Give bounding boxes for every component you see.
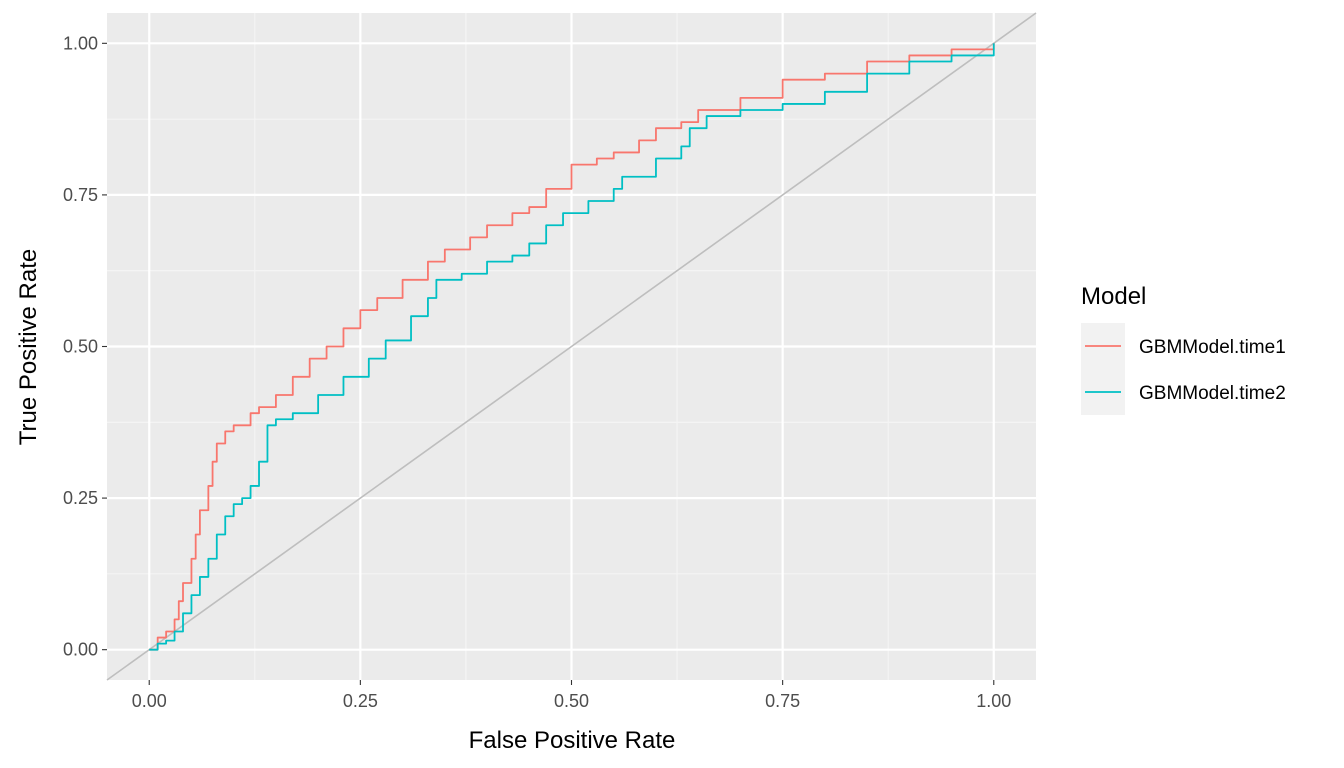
legend-items: GBMModel.time1 GBMModel.time2 (1081, 323, 1286, 415)
reference-diagonal (106, 12, 1037, 681)
y-tick-label: 0.50 (63, 337, 98, 357)
series-line-gbmmodel-time2 (149, 43, 995, 651)
legend-label: GBMModel.time1 (1139, 337, 1286, 358)
y-tick-label: 0.00 (63, 640, 98, 660)
series-layer (149, 43, 995, 651)
x-tick-label: 0.00 (132, 691, 167, 711)
x-axis-title: False Positive Rate (469, 727, 676, 754)
y-tick-label: 0.25 (63, 488, 98, 508)
x-tick-label: 1.00 (976, 691, 1011, 711)
y-tick-label: 0.75 (63, 185, 98, 205)
x-tick-label: 0.75 (765, 691, 800, 711)
x-axis-ticks: 0.00 0.25 0.50 0.75 1.00 (132, 680, 1011, 711)
y-axis-title: True Positive Rate (15, 249, 42, 446)
series-line-gbmmodel-time1 (149, 43, 995, 651)
legend-label: GBMModel.time2 (1139, 383, 1286, 404)
y-axis-ticks: 0.00 0.25 0.50 0.75 1.00 (63, 33, 107, 660)
legend: Model GBMModel.time1 GBMModel.time2 (1081, 283, 1286, 415)
y-tick-label: 1.00 (63, 33, 98, 53)
legend-title: Model (1081, 283, 1146, 310)
x-tick-label: 0.25 (343, 691, 378, 711)
x-tick-label: 0.50 (554, 691, 589, 711)
